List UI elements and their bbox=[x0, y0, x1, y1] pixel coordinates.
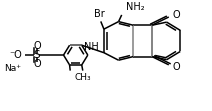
Text: O: O bbox=[33, 59, 41, 69]
Text: O: O bbox=[173, 62, 180, 72]
Text: O: O bbox=[33, 41, 41, 51]
Text: CH₃: CH₃ bbox=[74, 73, 91, 82]
Text: O: O bbox=[173, 10, 180, 20]
Text: Br: Br bbox=[94, 9, 105, 19]
Text: NH₂: NH₂ bbox=[126, 2, 145, 12]
Text: ⁻O: ⁻O bbox=[10, 50, 22, 60]
Text: Na⁺: Na⁺ bbox=[4, 64, 21, 73]
Text: NH: NH bbox=[84, 42, 99, 52]
Text: S: S bbox=[34, 50, 40, 60]
